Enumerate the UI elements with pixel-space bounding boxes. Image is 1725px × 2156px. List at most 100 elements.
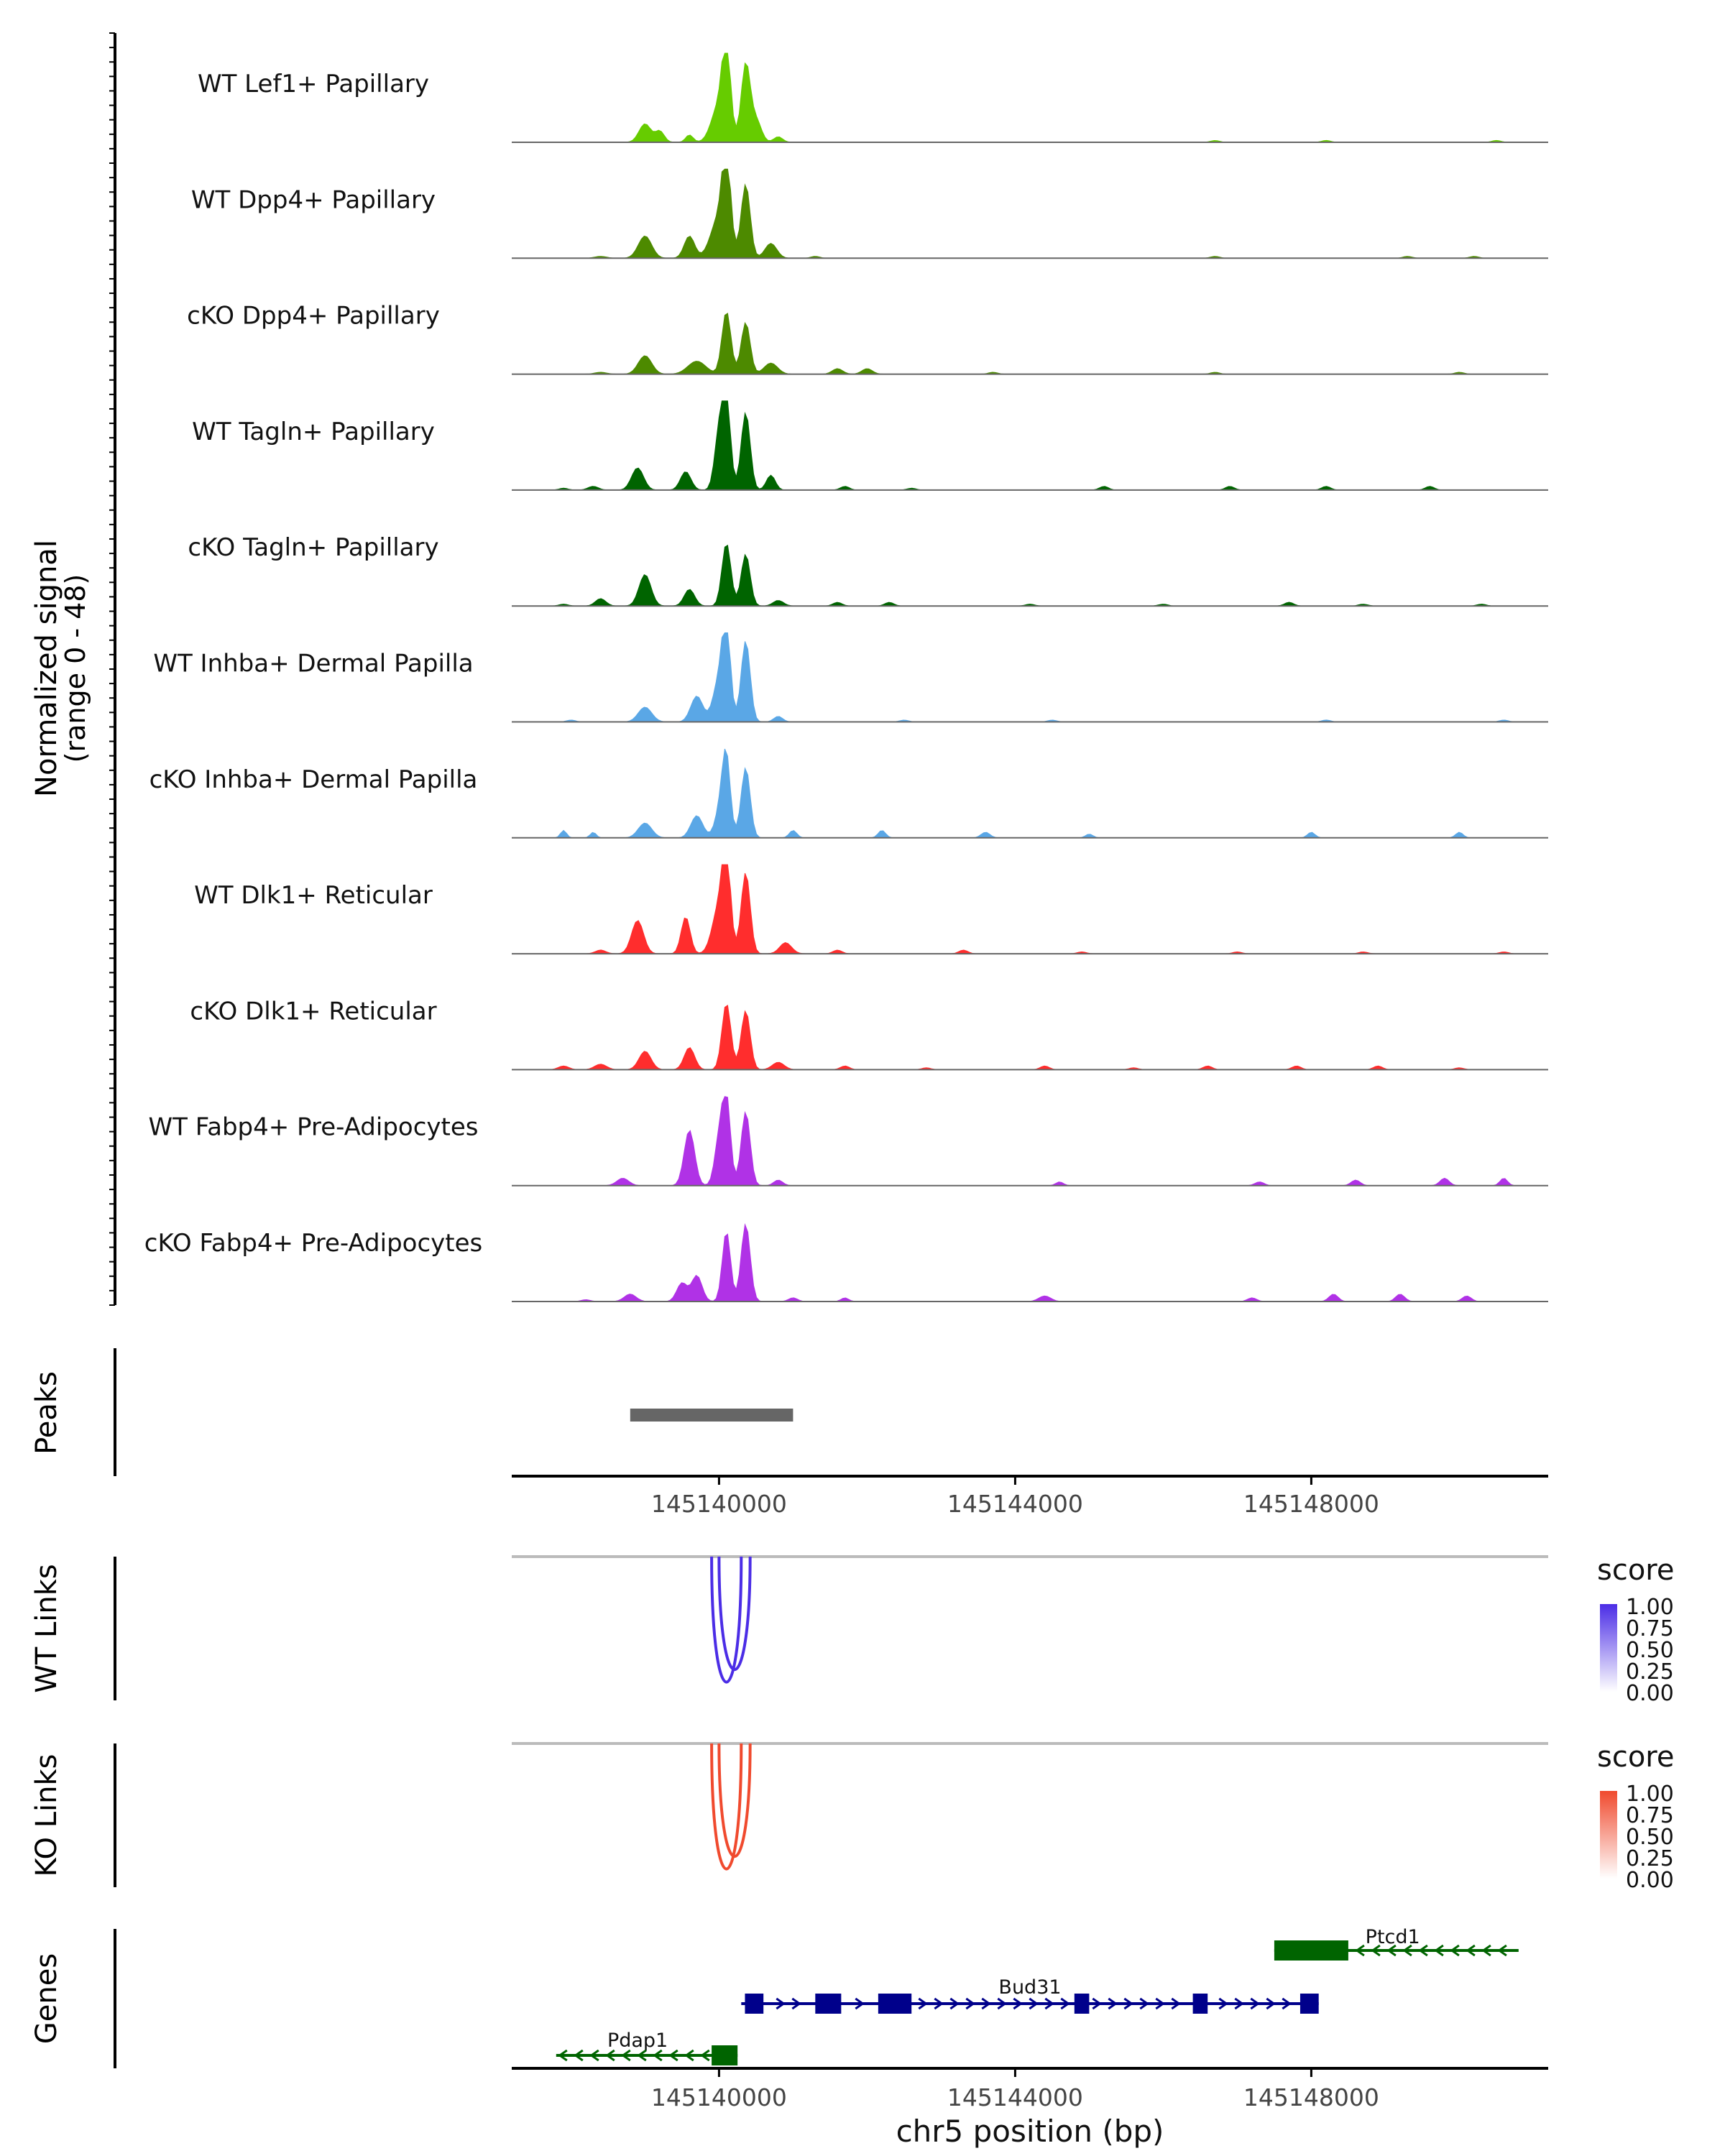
position-axis-tick-label: 145144000: [947, 1490, 1083, 1518]
strand-arrow: [1139, 1997, 1149, 2010]
strand-arrow: [1234, 1997, 1244, 2010]
track-label: WT Dlk1+ Reticular: [194, 881, 433, 910]
gene-exon: [745, 1994, 764, 2014]
strand-arrow: [1481, 1944, 1491, 1957]
gene-exon: [878, 1994, 912, 2014]
position-axis-tick-label: 145148000: [1243, 1490, 1379, 1518]
strand-arrow: [684, 2049, 694, 2062]
strand-arrow: [1266, 1997, 1276, 2010]
bottom-axis-tick-label: 145144000: [947, 2083, 1083, 2111]
coverage-area: [512, 1223, 1548, 1302]
strand-arrow: [918, 1997, 928, 2010]
link-arc: [717, 1743, 752, 1858]
coverage-area: [512, 313, 1548, 375]
strand-arrow: [1123, 1997, 1133, 2010]
gene-exon: [712, 2045, 738, 2065]
strand-arrow: [1171, 1997, 1181, 2010]
strand-arrow: [981, 1997, 991, 2010]
strand-arrow: [1386, 1944, 1397, 1957]
legend-tick-label: 0.25: [1626, 1846, 1674, 1871]
strand-arrow: [791, 1997, 801, 2010]
track-label: WT Inhba+ Dermal Papilla: [153, 650, 473, 678]
x-axis-title: chr5 position (bp): [896, 2114, 1164, 2149]
strand-arrow: [1497, 1944, 1507, 1957]
legend-tick-label: 0.75: [1626, 1616, 1674, 1641]
strand-arrow: [668, 2049, 678, 2062]
strand-arrow: [637, 2049, 647, 2062]
strand-arrow: [997, 1997, 1007, 2010]
strand-arrow: [1434, 1944, 1444, 1957]
legend-tick-label: 0.00: [1626, 1681, 1674, 1706]
legend-tick-label: 0.00: [1626, 1868, 1674, 1893]
ko-legend-colorbar: [1600, 1791, 1617, 1879]
legend-tick-label: 0.50: [1626, 1825, 1674, 1850]
track-label: WT Tagln+ Papillary: [192, 418, 435, 446]
gene-exon: [1274, 1940, 1348, 1961]
genes-label: Genes: [30, 1953, 63, 2044]
marks-layer: [512, 52, 1617, 2065]
strand-arrow: [558, 2049, 568, 2062]
coverage-area: [512, 748, 1548, 839]
legend-tick-label: 0.50: [1626, 1638, 1674, 1663]
track-label: cKO Fabp4+ Pre-Adipocytes: [144, 1229, 483, 1258]
strand-arrow: [1402, 1944, 1412, 1957]
ko-legend-title: score: [1597, 1741, 1674, 1774]
strand-arrow: [700, 2049, 710, 2062]
link-arc: [710, 1743, 743, 1871]
gene-exon: [1192, 1994, 1208, 2014]
strand-arrow: [934, 1997, 944, 2010]
wt-links-label: WT Links: [30, 1564, 63, 1692]
strand-arrow: [1155, 1997, 1165, 2010]
coverage-area: [512, 1096, 1548, 1187]
strand-arrow: [949, 1997, 960, 2010]
ko-links-label: KO Links: [30, 1754, 63, 1877]
strand-arrow: [589, 2049, 599, 2062]
wt-legend-title: score: [1597, 1554, 1674, 1587]
axes-layer: Normalized signal(range 0 - 48) WT Lef1+ …: [30, 32, 1674, 2149]
coverage-area: [512, 864, 1548, 954]
strand-arrow: [1282, 1997, 1292, 2010]
link-arc: [710, 1556, 743, 1684]
coverage-area: [512, 632, 1548, 722]
track-label: cKO Tagln+ Papillary: [188, 533, 438, 562]
bottom-axis-tick-label: 145148000: [1243, 2083, 1379, 2111]
track-label: WT Lef1+ Papillary: [198, 70, 429, 98]
legend-tick-label: 1.00: [1626, 1782, 1674, 1807]
strand-arrow: [1355, 1944, 1365, 1957]
coverage-area: [512, 1005, 1548, 1070]
strand-arrow: [653, 2049, 663, 2062]
gene-exon: [1074, 1994, 1090, 2014]
strand-arrow: [1092, 1997, 1102, 2010]
legend-tick-label: 0.75: [1626, 1803, 1674, 1828]
track-label: cKO Dlk1+ Reticular: [190, 997, 436, 1026]
legend-tick-label: 1.00: [1626, 1595, 1674, 1620]
strand-arrow: [1044, 1997, 1054, 2010]
strand-arrow: [1450, 1944, 1460, 1957]
legend-tick-label: 0.25: [1626, 1659, 1674, 1685]
coverage-area: [512, 52, 1548, 143]
strand-arrow: [855, 1997, 865, 2010]
strand-arrow: [1466, 1944, 1476, 1957]
wt-legend-colorbar: [1600, 1604, 1617, 1692]
strand-arrow: [574, 2049, 584, 2062]
strand-arrow: [776, 1997, 786, 2010]
bottom-axis-tick-label: 145140000: [651, 2083, 787, 2111]
coverage-area: [512, 544, 1548, 607]
gene-exon: [815, 1994, 842, 2014]
strand-arrow: [621, 2049, 631, 2062]
strand-arrow: [1108, 1997, 1118, 2010]
strand-arrow: [1218, 1997, 1228, 2010]
link-arc: [717, 1556, 752, 1672]
gene-exon: [1300, 1994, 1319, 2014]
peaks-label: Peaks: [30, 1371, 63, 1455]
track-label: cKO Inhba+ Dermal Papilla: [150, 765, 478, 794]
gene-name-label: Bud31: [998, 1976, 1061, 1999]
coverage-area: [512, 400, 1548, 491]
strand-arrow: [605, 2049, 615, 2062]
gene-name-label: Ptcd1: [1366, 1926, 1420, 1948]
coverage-y-label-line2: (range 0 - 48): [60, 574, 91, 763]
track-label: cKO Dpp4+ Papillary: [187, 302, 440, 331]
position-axis-tick-label: 145140000: [651, 1490, 787, 1518]
track-label: WT Fabp4+ Pre-Adipocytes: [149, 1113, 479, 1142]
